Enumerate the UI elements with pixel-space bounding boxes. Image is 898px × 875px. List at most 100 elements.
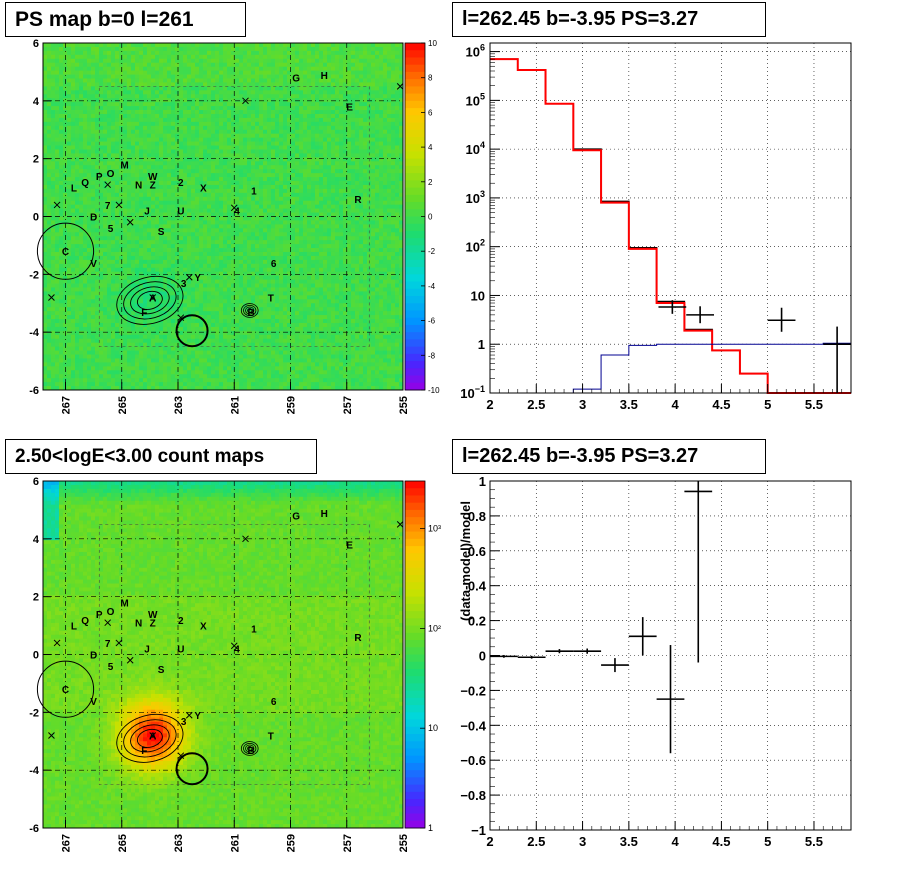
map-pixel (143, 134, 147, 138)
map-pixel (79, 315, 83, 319)
map-pixel (103, 142, 107, 146)
map-pixel (83, 146, 87, 150)
map-pixel (119, 71, 123, 75)
map-pixel (67, 157, 71, 161)
map-pixel (135, 142, 139, 146)
map-pixel (127, 358, 131, 362)
map-pixel (119, 370, 123, 374)
map-pixel (75, 256, 79, 260)
map-pixel (55, 55, 59, 59)
map-pixel (135, 71, 139, 75)
map-pixel (171, 47, 175, 51)
map-pixel (171, 189, 175, 193)
map-pixel (91, 161, 95, 165)
map-pixel (159, 185, 163, 189)
map-pixel (83, 205, 87, 209)
map-pixel (163, 161, 167, 165)
map-pixel (55, 272, 59, 276)
map-pixel (83, 134, 87, 138)
map-pixel (91, 118, 95, 122)
map-pixel (183, 319, 187, 323)
map-pixel (111, 118, 115, 122)
map-pixel (167, 378, 171, 382)
map-pixel (111, 256, 115, 260)
map-pixel (71, 331, 75, 335)
map-pixel (131, 43, 135, 47)
map-pixel (175, 106, 179, 110)
map-pixel (159, 323, 163, 327)
map-pixel (139, 169, 143, 173)
map-pixel (103, 355, 107, 359)
map-pixel (187, 71, 191, 75)
map-pixel (67, 118, 71, 122)
map-pixel (179, 362, 183, 366)
map-pixel (71, 335, 75, 339)
map-pixel (83, 126, 87, 130)
map-pixel (115, 323, 119, 327)
map-pixel (135, 201, 139, 205)
map-pixel (183, 94, 187, 98)
map-pixel (143, 146, 147, 150)
map-pixel (139, 47, 143, 51)
map-pixel (47, 284, 51, 288)
map-pixel (155, 209, 159, 213)
map-pixel (119, 98, 123, 102)
map-pixel (51, 189, 55, 193)
map-pixel (187, 51, 191, 55)
map-pixel (47, 126, 51, 130)
map-pixel (99, 260, 103, 264)
map-pixel (99, 374, 103, 378)
map-pixel (127, 71, 131, 75)
map-pixel (47, 287, 51, 291)
map-pixel (123, 173, 127, 177)
map-pixel (51, 374, 55, 378)
map-pixel (59, 347, 63, 351)
map-pixel (175, 126, 179, 130)
map-pixel (91, 232, 95, 236)
map-pixel (75, 244, 79, 248)
map-pixel (171, 272, 175, 276)
map-pixel (167, 327, 171, 331)
map-pixel (123, 47, 127, 51)
map-pixel (183, 351, 187, 355)
map-pixel (139, 90, 143, 94)
map-pixel (131, 47, 135, 51)
map-pixel (79, 169, 83, 173)
map-pixel (51, 358, 55, 362)
map-pixel (55, 366, 59, 370)
map-pixel (115, 71, 119, 75)
map-pixel (147, 256, 151, 260)
map-pixel (83, 355, 87, 359)
map-pixel (75, 75, 79, 79)
map-pixel (147, 268, 151, 272)
map-pixel (143, 378, 147, 382)
map-pixel (179, 193, 183, 197)
map-pixel (135, 268, 139, 272)
map-pixel (79, 378, 83, 382)
map-pixel (59, 173, 63, 177)
map-pixel (107, 153, 111, 157)
map-pixel (131, 362, 135, 366)
map-pixel (127, 177, 131, 181)
map-pixel (103, 55, 107, 59)
map-pixel (163, 149, 167, 153)
map-pixel (111, 146, 115, 150)
map-pixel (179, 43, 183, 47)
map-pixel (47, 161, 51, 165)
map-pixel (183, 165, 187, 169)
map-pixel (59, 217, 63, 221)
map-pixel (87, 102, 91, 106)
map-pixel (99, 149, 103, 153)
map-pixel (71, 209, 75, 213)
map-pixel (131, 358, 135, 362)
map-pixel (183, 78, 187, 82)
map-pixel (55, 280, 59, 284)
map-pixel (143, 327, 147, 331)
map-pixel (115, 358, 119, 362)
map-pixel (83, 47, 87, 51)
map-pixel (159, 169, 163, 173)
map-pixel (43, 343, 47, 347)
map-pixel (67, 220, 71, 224)
map-pixel (187, 193, 191, 197)
map-pixel (55, 130, 59, 134)
